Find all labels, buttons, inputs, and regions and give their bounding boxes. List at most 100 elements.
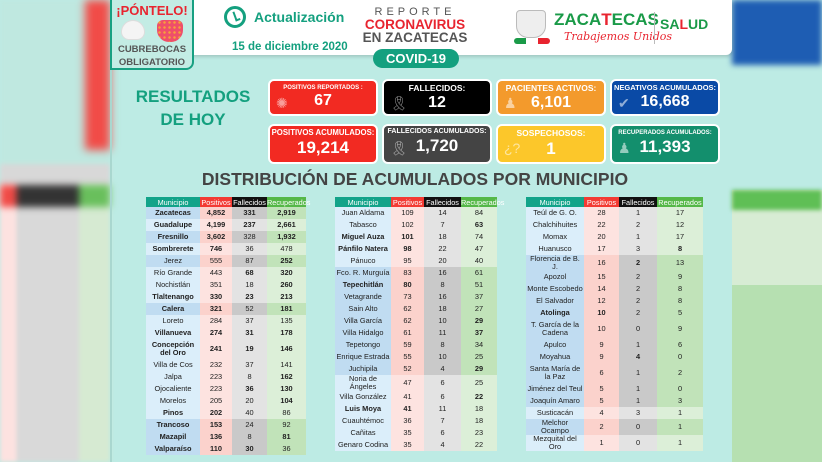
table-row: Juchipila 52 4 29: [335, 363, 497, 375]
table-row: Tlaltenango 330 23 213: [146, 291, 306, 303]
recuperados-cell: 252: [267, 255, 306, 267]
recuperados-cell: 1: [657, 435, 703, 451]
recuperados-cell: 17: [657, 231, 703, 243]
fallecidos-cell: 19: [232, 339, 267, 359]
table-row: Santa María de la Paz 6 1 2: [526, 363, 703, 383]
recuperados-cell: 47: [461, 243, 497, 255]
ribbon-icon: 🎗: [390, 95, 408, 111]
municipio-cell: Zacatecas: [146, 207, 200, 219]
municipio-cell: Melchor Ocampo: [526, 419, 584, 435]
table-row: Valparaíso 110 30 36: [146, 443, 306, 455]
fallecidos-cell: 8: [424, 339, 461, 351]
salud-logo: SALUD: [660, 16, 709, 32]
municipio-cell: Enrique Estrada: [335, 351, 391, 363]
card-pacientes-activos: PACIENTES ACTIVOS: ♟ 6,101: [496, 79, 606, 116]
table-row: Atolinga 10 2 5: [526, 307, 703, 319]
table-row: Río Grande 443 68 320: [146, 267, 306, 279]
recuperados-cell: 178: [267, 327, 306, 339]
fallecidos-cell: 22: [424, 243, 461, 255]
column-header-fallecidos: Fallecidos: [424, 197, 461, 207]
table-header: Municipio Positivos Fallecidos Recuperados: [146, 197, 310, 207]
municipio-cell: Calera: [146, 303, 200, 315]
municipality-table-2: Municipio Positivos Fallecidos Recuperados J…: [335, 197, 504, 451]
municipio-cell: Apulco: [526, 339, 584, 351]
recuperados-cell: 18: [461, 403, 497, 415]
report-line2: CORONAVIRUS: [364, 17, 466, 32]
recuperados-cell: 29: [461, 315, 497, 327]
municipio-cell: Cuauhtémoc: [335, 415, 391, 427]
positivos-cell: 330: [200, 291, 232, 303]
municipio-cell: Tepetongo: [335, 339, 391, 351]
positivos-cell: 62: [391, 303, 424, 315]
recuperados-cell: 9: [657, 319, 703, 339]
municipio-cell: Vetagrande: [335, 291, 391, 303]
recuperados-cell: 181: [267, 303, 306, 315]
fallecidos-cell: 7: [424, 415, 461, 427]
recuperados-cell: 1: [657, 407, 703, 419]
column-header-recuperados: Recuperados: [657, 197, 703, 207]
fallecidos-cell: 18: [424, 231, 461, 243]
table-header: Municipio Positivos Fallecidos Recuperados: [526, 197, 703, 207]
table-row: Trancoso 153 24 92: [146, 419, 306, 431]
municipio-cell: Mazapil: [146, 431, 200, 443]
fallecidos-cell: 1: [619, 363, 657, 383]
blurred-background-left: [0, 0, 110, 462]
badge-title: ¡PÓNTELO!: [116, 3, 188, 18]
table-row: Luis Moya 41 11 18: [335, 403, 497, 415]
municipio-cell: Sombrerete: [146, 243, 200, 255]
table-row: Sombrerete 746 36 478: [146, 243, 306, 255]
recuperados-cell: 37: [461, 327, 497, 339]
municipio-cell: Jalpa: [146, 371, 200, 383]
positivos-cell: 83: [391, 267, 424, 279]
table-row: Mazapil 136 8 81: [146, 431, 306, 443]
fallecidos-cell: 68: [232, 267, 267, 279]
mask-mandatory-badge: ¡PÓNTELO! CUBREBOCAS OBLIGATORIO: [110, 0, 194, 70]
positivos-cell: 351: [200, 279, 232, 291]
logo-name: ZACATECAS: [554, 10, 659, 29]
header-banner: [112, 0, 732, 55]
positivos-cell: 4,852: [200, 207, 232, 219]
recuperados-cell: 3: [657, 395, 703, 407]
municipio-cell: Concepción del Oro: [146, 339, 200, 359]
update-label: Actualización: [254, 9, 345, 25]
municipio-cell: Pánfilo Natera: [335, 243, 391, 255]
municipio-cell: Monte Escobedo: [526, 283, 584, 295]
positivos-cell: 41: [391, 391, 424, 403]
positivos-cell: 232: [200, 359, 232, 371]
recuperados-cell: 86: [267, 407, 306, 419]
municipio-cell: Nochistlán: [146, 279, 200, 291]
positivos-cell: 28: [584, 207, 619, 219]
positivos-cell: 284: [200, 315, 232, 327]
recuperados-cell: 34: [461, 339, 497, 351]
table-row: Concepción del Oro 241 19 146: [146, 339, 306, 359]
positivos-cell: 9: [584, 339, 619, 351]
positivos-cell: 61: [391, 327, 424, 339]
municipio-cell: Juan Aldama: [335, 207, 391, 219]
card-negativos-acumulados: NEGATIVOS ACUMULADOS: ✔ 16,668: [610, 79, 720, 116]
recuperados-cell: 17: [657, 207, 703, 219]
table-row: Momax 20 1 17: [526, 231, 703, 243]
table-row: Fco. R. Murguía 83 16 61: [335, 267, 497, 279]
municipio-cell: Fco. R. Murguía: [335, 267, 391, 279]
table-row: Susticacán 4 3 1: [526, 407, 703, 419]
positivos-cell: 205: [200, 395, 232, 407]
table-header: Municipio Positivos Fallecidos Recuperados: [335, 197, 504, 207]
positivos-cell: 5: [584, 395, 619, 407]
positivos-cell: 6: [584, 363, 619, 383]
municipio-cell: Teúl de G. O.: [526, 207, 584, 219]
recuperados-cell: 320: [267, 267, 306, 279]
fallecidos-cell: 36: [232, 383, 267, 395]
person-icon: ♟: [618, 140, 631, 156]
recuperados-cell: 162: [267, 371, 306, 383]
question-icon: ¿?: [504, 140, 521, 156]
fallecidos-cell: 4: [619, 351, 657, 363]
municipio-cell: Miguel Auza: [335, 231, 391, 243]
logo-tagline: Trabajemos Unidos: [564, 30, 673, 43]
recuperados-cell: 8: [657, 243, 703, 255]
municipio-cell: Genaro Codina: [335, 439, 391, 451]
recuperados-cell: 25: [461, 351, 497, 363]
municipio-cell: Susticacán: [526, 407, 584, 419]
table-row: Morelos 205 20 104: [146, 395, 306, 407]
fallecidos-cell: 0: [619, 435, 657, 451]
fallecidos-cell: 1: [619, 395, 657, 407]
